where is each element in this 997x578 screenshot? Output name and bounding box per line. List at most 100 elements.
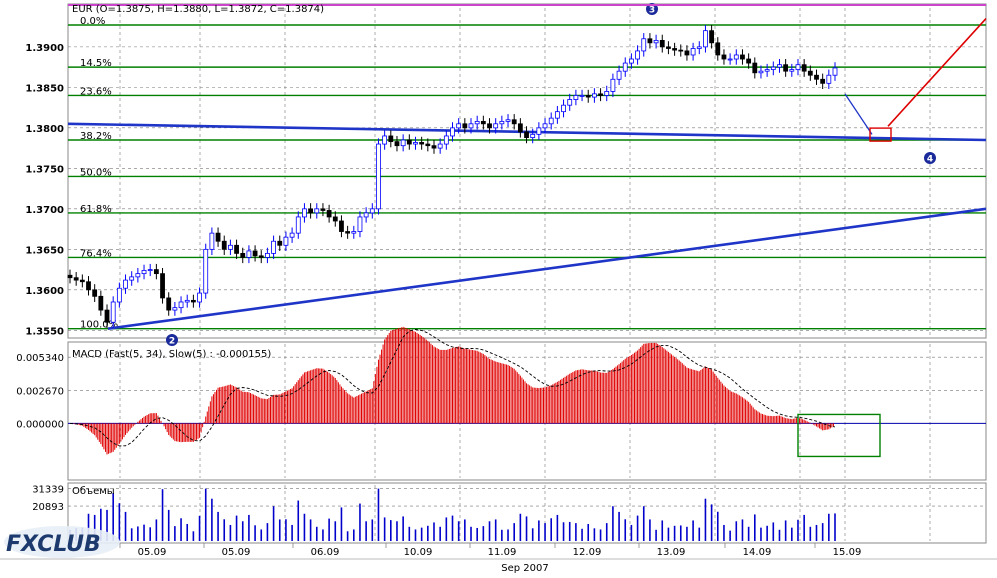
candle-body-35 [283, 236, 289, 246]
annotations: 2 3 4 [166, 3, 936, 347]
fib-label-2: 23.6% [80, 86, 112, 97]
candle-body-48 [363, 212, 369, 218]
candle-body-20 [190, 299, 196, 303]
volume-tick-1: 20893 [32, 502, 64, 513]
candle-body-30 [252, 250, 258, 257]
price-tick-4: 1.3700 [25, 205, 64, 216]
fib-label-3: 38.2% [80, 131, 112, 142]
candle-body-74 [524, 131, 529, 138]
x-axis-labels: 05.09 05.09 06.09 10.09 11.09 12.09 13.09 14.09… [119, 543, 861, 574]
candle-body-82 [573, 95, 579, 100]
fib-label-7: 100.0% [80, 320, 118, 331]
candle-body-49 [369, 208, 375, 214]
candle-body-103 [703, 30, 708, 48]
candle-body-71 [505, 119, 511, 122]
candle-body-112 [758, 70, 764, 74]
fib-label-5: 61.8% [80, 204, 112, 215]
candle-body-60 [437, 143, 443, 149]
candle-body-26 [228, 244, 233, 250]
price-candles [67, 25, 838, 328]
candle-body-100 [684, 50, 690, 56]
candle-body-94 [647, 38, 653, 44]
candle-body-97 [666, 46, 671, 49]
candle-body-123 [826, 74, 832, 84]
candle-body-72 [511, 119, 517, 125]
candle-body-115 [777, 64, 782, 68]
fxclub-logo: FXCLUB [4, 526, 120, 558]
candle-body-23 [209, 232, 215, 250]
candle-body-110 [746, 58, 752, 64]
candle-body-121 [814, 74, 819, 80]
fib-label-0: 0.0% [80, 16, 105, 27]
x-tick-6: 13.09 [657, 547, 686, 558]
candle-body-3 [86, 281, 91, 291]
candle-body-64 [462, 123, 468, 129]
macd-tick-2: 0.000000 [16, 419, 64, 430]
logo-text: FXCLUB [6, 532, 101, 557]
candle-body-81 [567, 99, 573, 106]
candle-body-68 [487, 123, 492, 129]
x-tick-4: 11.09 [488, 547, 517, 558]
candle-body-34 [277, 240, 283, 246]
macd-tick-0: 0.005340 [16, 353, 64, 364]
candle-body-66 [474, 120, 480, 125]
price-tick-6: 1.3600 [25, 286, 64, 297]
price-tick-1: 1.3850 [25, 83, 64, 94]
volume-bars [69, 488, 836, 541]
candle-body-120 [807, 70, 813, 76]
x-tick-2: 06.09 [311, 547, 340, 558]
candle-body-54 [400, 139, 406, 147]
macd-title: MACD (Fast(5, 34), Slow(5) : -0.000155) [72, 349, 271, 360]
macd-highlight-box [797, 413, 881, 458]
x-tick-7: 14.09 [743, 547, 772, 558]
candle-body-21 [197, 292, 202, 303]
macd-signal-line [69, 329, 836, 447]
candle-body-86 [598, 93, 603, 96]
x-tick-3: 10.09 [404, 547, 433, 558]
candle-body-105 [715, 42, 721, 56]
x-month-label: Sep 2007 [501, 563, 548, 574]
macd-histogram [68, 326, 986, 458]
candle-body-63 [456, 123, 462, 129]
candle-body-53 [394, 141, 400, 147]
candle-body-111 [752, 62, 758, 74]
candle-body-10 [129, 276, 135, 281]
candle-body-40 [314, 208, 320, 214]
target-line [887, 17, 987, 127]
price-tick-2: 1.3800 [25, 124, 64, 135]
candle-body-55 [406, 139, 412, 145]
candle-body-106 [721, 54, 727, 60]
fib-label-6: 76.4% [80, 248, 112, 259]
candle-body-89 [616, 70, 622, 80]
candle-body-58 [425, 143, 431, 147]
candle-body-65 [468, 123, 474, 129]
target-box [869, 127, 892, 142]
candle-body-4 [92, 289, 98, 297]
x-tick-0: 05.09 [138, 547, 167, 558]
candle-body-78 [548, 117, 554, 125]
candle-body-17 [172, 307, 178, 311]
candle-body-13 [147, 269, 153, 271]
candle-body-18 [178, 301, 184, 309]
candle-body-7 [110, 301, 116, 323]
candle-body-9 [123, 279, 128, 289]
price-tick-5: 1.3650 [25, 245, 64, 256]
candle-body-96 [659, 39, 665, 48]
price-tick-0: 1.3900 [25, 43, 64, 54]
candle-body-91 [629, 58, 634, 64]
candle-body-77 [542, 123, 548, 129]
candle-body-37 [295, 216, 301, 234]
candle-body-104 [709, 30, 715, 44]
candle-body-108 [733, 54, 739, 60]
wave-label-4: 4 [927, 155, 933, 165]
candle-body-2 [79, 279, 85, 283]
x-tick-5: 12.09 [573, 547, 602, 558]
candle-body-56 [413, 142, 418, 145]
candle-body-32 [265, 252, 270, 258]
candle-body-116 [783, 64, 789, 72]
candle-body-39 [308, 208, 314, 214]
candle-body-99 [678, 49, 684, 52]
candle-body-107 [727, 58, 733, 61]
